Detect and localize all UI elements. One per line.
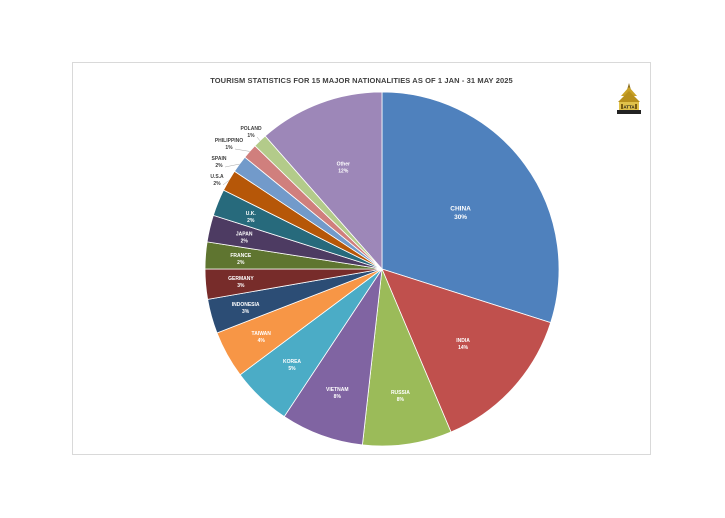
atta-logo-icon: ATTA [617,83,641,114]
leader-line-u-s-a [222,180,229,186]
slice-value-indonesia: 3% [242,309,250,315]
slice-value-japan: 2% [241,239,249,245]
pie-slice-other [264,91,383,271]
pie-chart: CHINA30%INDIA14%RUSSIA8%VIETNAM8%KOREA5%… [204,91,560,447]
slice-label-u-s-a: U.S.A [210,174,224,180]
slice-label-poland: POLAND [240,126,262,132]
slice-value-germany: 3% [237,283,245,289]
pie-slice-china [381,91,560,324]
slice-label-france: FRANCE [230,253,251,259]
pie-slice-india [381,268,552,433]
pie-slice-russia [361,267,452,447]
slice-value-spain: 2% [215,163,223,169]
slice-value-korea: 5% [288,366,296,372]
slice-label-other: Other [337,161,350,167]
slice-value-india: 14% [458,345,469,351]
slice-label-vietnam: VIETNAM [326,387,349,393]
slice-value-russia: 8% [397,397,405,403]
chart-frame: TOURISM STATISTICS FOR 15 MAJOR NATIONAL… [72,62,651,455]
slice-label-korea: KOREA [283,359,301,365]
slice-value-vietnam: 8% [334,394,342,400]
slice-value-u-k: 2% [247,218,255,224]
slice-value-poland: 1% [247,133,255,139]
logo-text: ATTA [623,105,635,110]
slice-label-spain: SPAIN [212,156,227,162]
slice-value-france: 2% [237,260,245,266]
slice-label-u-k: U.K. [246,211,257,217]
slice-value-taiwan: 4% [258,338,266,344]
leader-line-philippino [234,148,250,152]
chart-title: TOURISM STATISTICS FOR 15 MAJOR NATIONAL… [210,76,513,85]
slice-value-u-s-a: 2% [213,181,221,187]
slice-label-china: CHINA [450,206,471,213]
slice-label-indonesia: INDONESIA [232,302,260,308]
slice-label-philippino: PHILIPPINO [215,138,243,144]
leader-line-spain [224,163,240,168]
slice-value-other: 12% [338,168,349,174]
slice-label-japan: JAPAN [236,232,253,238]
slice-label-india: INDIA [456,338,470,344]
slice-label-taiwan: TAIWAN [252,331,272,337]
slice-value-china: 30% [454,214,467,221]
leader-line-poland [256,136,261,141]
slice-label-germany: GERMANY [228,276,254,282]
slice-value-philippino: 1% [225,145,233,151]
slice-label-russia: RUSSIA [391,390,410,396]
